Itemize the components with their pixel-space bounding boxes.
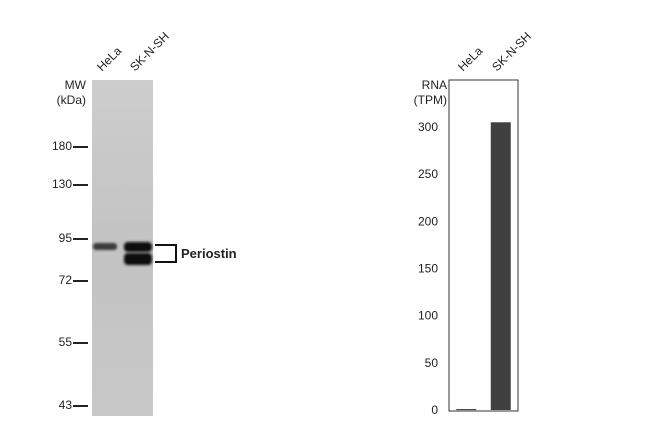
chart-frame: [448, 79, 519, 412]
periostin-bracket: [155, 244, 177, 263]
y-tick-label-0: 0: [431, 403, 438, 417]
blot-band-sknsh-lower: [124, 253, 152, 265]
mw-marker-43: 43: [58, 398, 72, 412]
y-tick-label-200: 200: [418, 214, 438, 228]
mw-marker-95: 95: [58, 231, 72, 245]
mw-marker-72: 72: [58, 273, 72, 287]
mw-tick-72: [73, 280, 88, 282]
rna-ylabel-line1: RNA: [421, 78, 447, 92]
y-tick-label-100: 100: [418, 309, 438, 323]
mw-title: MW: [64, 78, 86, 92]
mw-tick-95: [73, 238, 88, 240]
bar-hela: [456, 409, 477, 411]
y-tick-label-300: 300: [418, 120, 438, 134]
mw-marker-55: 55: [58, 335, 72, 349]
bar-sknsh: [490, 122, 511, 411]
mw-tick-55: [73, 342, 88, 344]
periostin-label: Periostin: [181, 246, 237, 261]
y-tick-label-150: 150: [418, 262, 438, 276]
mw-marker-180: 180: [51, 139, 72, 153]
mw-axis-title: MW (kDa): [40, 78, 86, 108]
mw-marker-130: 130: [51, 177, 72, 191]
y-tick-label-50: 50: [425, 356, 439, 370]
blot-band-hela: [93, 243, 117, 250]
blot-band-sknsh-upper: [124, 242, 152, 252]
y-tick-label-250: 250: [418, 167, 438, 181]
rna-ylabel-line2: (TPM): [413, 93, 447, 107]
mw-tick-180: [73, 146, 88, 148]
mw-tick-130: [73, 184, 88, 186]
mw-tick-43: [73, 405, 88, 407]
mw-unit: (kDa): [56, 93, 86, 107]
rna-axis-title: RNA (TPM): [405, 78, 447, 108]
